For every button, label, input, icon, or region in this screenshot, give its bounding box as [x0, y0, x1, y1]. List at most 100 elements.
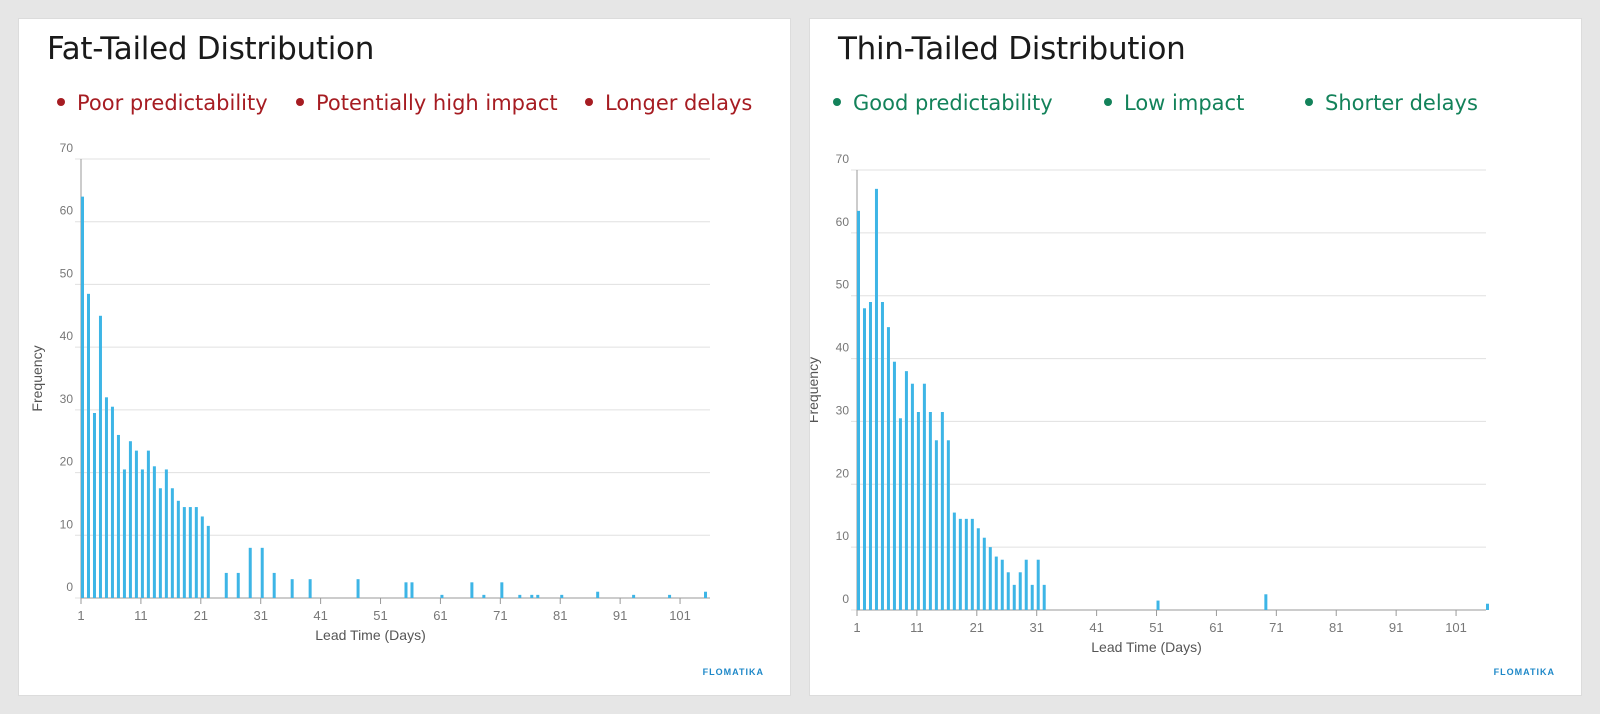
histogram-bar: [140, 469, 144, 598]
bullet-label: Potentially high impact: [316, 91, 558, 115]
y-axis-label: Frequency: [29, 345, 45, 411]
x-tick-label: 11: [910, 620, 924, 635]
flomatika-logo: FLOMATIKA: [702, 667, 764, 677]
bullet-label: Poor predictability: [77, 91, 268, 115]
histogram-bar: [176, 500, 180, 598]
histogram-bar: [200, 516, 204, 598]
histogram-bar: [1042, 584, 1046, 610]
histogram-bar: [904, 371, 908, 610]
fat-tailed-panel: Fat-Tailed Distribution Poor predictabil…: [18, 18, 791, 696]
histogram-bar: [146, 450, 150, 598]
thin-tailed-panel: Thin-Tailed Distribution Good predictabi…: [809, 18, 1582, 696]
histogram-bar: [206, 525, 210, 598]
histogram-bar: [1012, 584, 1016, 610]
histogram-bar: [98, 315, 102, 598]
histogram-bar: [862, 308, 866, 610]
x-tick-label: 31: [253, 608, 267, 623]
histogram-bar: [122, 469, 126, 598]
histogram-bar: [632, 594, 636, 598]
histogram-bar: [248, 547, 252, 598]
x-tick-label: 41: [313, 608, 327, 623]
histogram-bar: [934, 440, 938, 610]
histogram-bar: [1264, 594, 1268, 610]
histogram-bar: [104, 397, 108, 598]
y-tick-label: 40: [836, 341, 850, 355]
bullet-dot-icon: [1104, 98, 1112, 106]
histogram-bar: [928, 412, 932, 610]
histogram-bar: [946, 440, 950, 610]
histogram-bar: [976, 528, 980, 610]
histogram-bar: [81, 196, 84, 598]
bullet-label: Longer delays: [605, 91, 753, 115]
x-tick-label: 71: [1269, 620, 1283, 635]
bullet-dot-icon: [296, 98, 304, 106]
histogram-bar: [868, 302, 872, 610]
y-tick-label: 20: [836, 466, 850, 480]
x-tick-label: 81: [553, 608, 567, 623]
histogram-bar: [308, 579, 312, 598]
bullet-dot-icon: [585, 98, 593, 106]
panel-title: Thin-Tailed Distribution: [838, 31, 1186, 67]
histogram-bar: [952, 512, 956, 610]
histogram-bar: [1000, 559, 1004, 610]
x-tick-label: 31: [1029, 620, 1043, 635]
histogram-bar: [128, 441, 132, 598]
y-axis-label: Frequency: [810, 357, 821, 423]
y-tick-label: 50: [836, 278, 850, 292]
bullet-item: Potentially high impact: [296, 91, 558, 115]
y-tick-label: 50: [60, 266, 74, 280]
histogram-bar: [272, 572, 276, 598]
histogram-bar: [940, 412, 944, 610]
x-tick-label: 1: [77, 608, 84, 623]
histogram-bar: [116, 434, 120, 598]
histogram-bar: [236, 572, 240, 598]
histogram-bar: [922, 383, 926, 610]
histogram-bar: [356, 579, 360, 598]
histogram-bar: [880, 302, 884, 610]
bullet-item: Low impact: [1104, 91, 1244, 115]
histogram-bar: [668, 594, 672, 598]
histogram-bar: [500, 582, 504, 598]
histogram-bar: [988, 547, 992, 610]
histogram-bar: [1018, 572, 1022, 610]
x-tick-label: 61: [433, 608, 447, 623]
histogram-bar: [1036, 559, 1040, 610]
x-axis-label: Lead Time (Days): [315, 627, 425, 643]
x-tick-label: 21: [194, 608, 208, 623]
histogram-bar: [188, 507, 192, 598]
y-tick-label: 30: [60, 392, 74, 406]
x-tick-label: 51: [373, 608, 387, 623]
histogram-bar: [164, 469, 168, 598]
x-tick-label: 81: [1329, 620, 1343, 635]
x-tick-label: 91: [1389, 620, 1403, 635]
histogram-bar: [958, 518, 962, 610]
x-tick-label: 101: [1445, 620, 1467, 635]
histogram-bar: [916, 412, 920, 610]
histogram-bar: [1006, 572, 1010, 610]
histogram-bar: [874, 188, 878, 610]
x-tick-label: 21: [970, 620, 984, 635]
histogram-bar: [158, 488, 162, 598]
y-tick-label: 60: [60, 204, 74, 218]
histogram-bar: [970, 518, 974, 610]
histogram-bar: [482, 594, 486, 598]
bullet-label: Shorter delays: [1325, 91, 1478, 115]
histogram-bar: [530, 594, 534, 598]
x-tick-label: 1: [853, 620, 860, 635]
histogram-bar: [518, 594, 522, 598]
y-tick-label: 20: [60, 455, 74, 469]
x-tick-label: 11: [134, 608, 148, 623]
histogram-bar: [134, 450, 138, 598]
flomatika-logo: FLOMATIKA: [1493, 667, 1555, 677]
histogram-bar: [964, 518, 968, 610]
histogram-bar: [110, 406, 114, 598]
y-tick-label: 70: [60, 141, 74, 155]
bullet-list: Good predictability Low impact Shorter d…: [810, 91, 1581, 121]
x-tick-label: 71: [493, 608, 507, 623]
bullet-item: Good predictability: [833, 91, 1053, 115]
x-axis-label: Lead Time (Days): [1091, 639, 1201, 655]
histogram-bar: [704, 591, 708, 598]
bullet-list: Poor predictability Potentially high imp…: [19, 91, 790, 121]
